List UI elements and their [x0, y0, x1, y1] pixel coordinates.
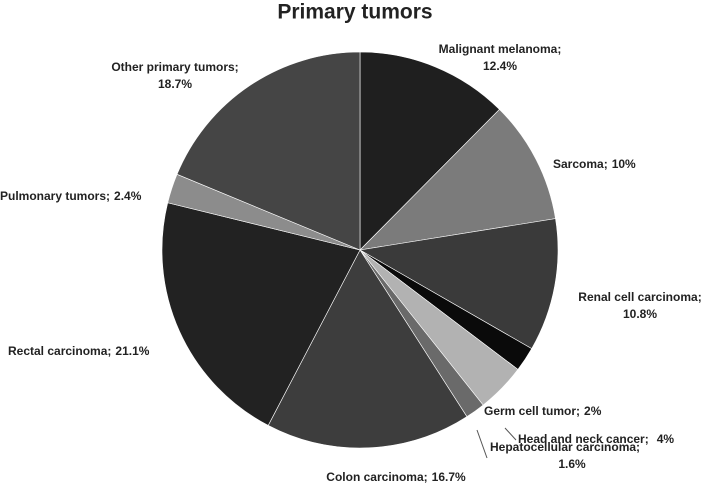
value-label: 1.6% — [558, 457, 586, 471]
slice-label: Head and neck cancer; 4% — [518, 432, 674, 446]
pie-slice — [267, 249, 468, 449]
category-label: Rectal carcinoma; — [8, 344, 111, 358]
value-label: 18.7% — [158, 77, 192, 91]
chart-title: Primary tumors — [277, 1, 432, 24]
category-label: Pulmonary tumors; — [0, 189, 110, 203]
slice-label: Hepatocellular carcinoma; 1.6% — [490, 440, 640, 471]
slice-label: Germ cell tumor; 2% — [484, 404, 602, 418]
slice-label: Pulmonary tumors; 2.4% — [0, 189, 142, 203]
pie-slice — [359, 51, 500, 251]
slice-label: Other primary tumors; 18.7% — [111, 60, 238, 91]
category-label: Hepatocellular carcinoma; — [490, 440, 640, 454]
value-label: 21.1% — [115, 344, 149, 358]
value-label: 10% — [612, 157, 636, 171]
slice-label: Malignant melanoma; 12.4% — [439, 42, 562, 73]
value-label: 2.4% — [114, 189, 142, 203]
value-label: 4% — [657, 432, 675, 446]
pie-slice — [359, 109, 556, 251]
slice-label: Sarcoma; 10% — [553, 157, 636, 171]
value-label: 16.7% — [432, 470, 466, 484]
slice-label: Renal cell carcinoma; 10.8% — [578, 290, 701, 321]
slice-label: Rectal carcinoma; 21.1% — [8, 344, 150, 358]
category-label: Malignant melanoma; — [439, 42, 562, 56]
leader-line — [476, 429, 488, 459]
pie-slice — [161, 202, 361, 426]
pie-slice — [359, 218, 559, 350]
value-label: 2% — [584, 404, 602, 418]
value-label: 10.8% — [623, 307, 657, 321]
category-label: Germ cell tumor; — [484, 404, 580, 418]
category-label: Sarcoma; — [553, 157, 608, 171]
leader-line — [504, 427, 517, 441]
category-label: Other primary tumors; — [111, 60, 238, 74]
pie-slice — [176, 51, 361, 251]
slice-label: Colon carcinoma; 16.7% — [326, 470, 466, 484]
category-label: Renal cell carcinoma; — [578, 290, 701, 304]
category-label: Colon carcinoma; — [326, 470, 427, 484]
value-label: 12.4% — [483, 59, 517, 73]
category-label: Head and neck cancer; — [518, 432, 649, 446]
